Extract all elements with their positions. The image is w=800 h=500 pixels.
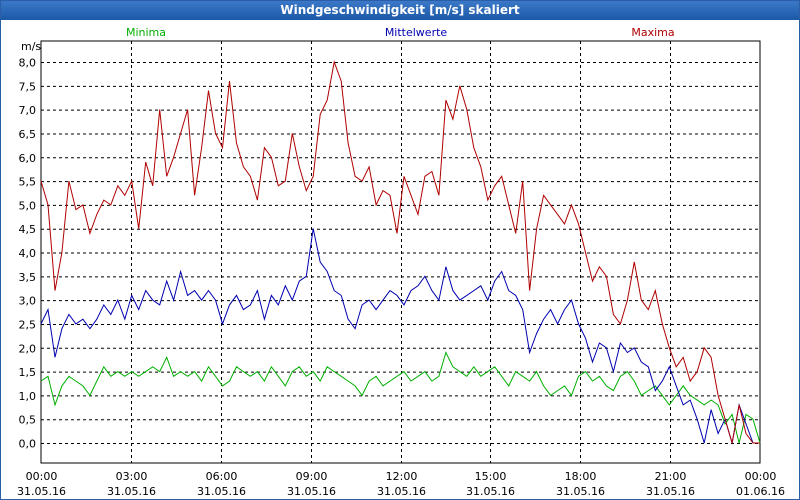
legend-label-maxima: Maxima <box>631 26 674 39</box>
y-tick-label: 5,5 <box>19 176 37 189</box>
y-tick-label: 3,5 <box>19 271 37 284</box>
y-tick-label: 7,5 <box>19 80 37 93</box>
x-tick-time-label: 00:00 <box>26 470 58 483</box>
y-tick-label: 4,0 <box>19 247 37 260</box>
x-tick-time-label: 03:00 <box>116 470 148 483</box>
y-tick-label: 8,0 <box>19 57 37 70</box>
x-tick-date-label: 31.05.16 <box>556 485 605 498</box>
legend-label-mittelwerte: Mittelwerte <box>385 26 448 39</box>
legend-label-minima: Minima <box>126 26 166 39</box>
series-line-minima <box>40 351 761 444</box>
y-tick-label: 2,0 <box>19 342 37 355</box>
y-tick-label: 6,5 <box>19 128 37 141</box>
y-tick-label: 6,0 <box>19 152 37 165</box>
series-line-mittelwerte <box>40 228 760 444</box>
series-line-maxima <box>40 60 760 444</box>
x-tick-date-label: 31.05.16 <box>466 485 515 498</box>
y-tick-label: 7,0 <box>19 104 37 117</box>
x-tick-date-label: 31.05.16 <box>197 485 246 498</box>
y-axis-label: m/s <box>21 40 41 53</box>
x-tick-date-label: 31.05.16 <box>287 485 336 498</box>
y-tick-label: 3,0 <box>19 295 37 308</box>
x-tick-time-label: 09:00 <box>296 470 328 483</box>
y-tick-label: 2,5 <box>19 318 37 331</box>
y-tick-label: 0,5 <box>19 414 37 427</box>
x-tick-time-label: 15:00 <box>475 470 507 483</box>
x-tick-date-label: 31.05.16 <box>17 485 66 498</box>
window-title: Windgeschwindigkeit [m/s] skaliert <box>1 1 799 20</box>
x-tick-date-label: 01.06.16 <box>736 485 785 498</box>
x-tick-date-label: 31.05.16 <box>377 485 426 498</box>
y-tick-label: 1,5 <box>19 366 37 379</box>
plot-area <box>40 40 761 464</box>
x-tick-time-label: 06:00 <box>206 470 238 483</box>
y-tick-label: 5,0 <box>19 199 37 212</box>
x-tick-date-label: 31.05.16 <box>107 485 156 498</box>
x-tick-time-label: 21:00 <box>655 470 687 483</box>
y-tick-label: 4,5 <box>19 223 37 236</box>
x-tick-time-label: 18:00 <box>565 470 597 483</box>
x-tick-time-label: 12:00 <box>386 470 418 483</box>
x-tick-time-label: 00:00 <box>745 470 777 483</box>
y-tick-label: 0,0 <box>19 438 37 451</box>
y-tick-label: 1,0 <box>19 390 37 403</box>
x-tick-date-label: 31.05.16 <box>646 485 695 498</box>
